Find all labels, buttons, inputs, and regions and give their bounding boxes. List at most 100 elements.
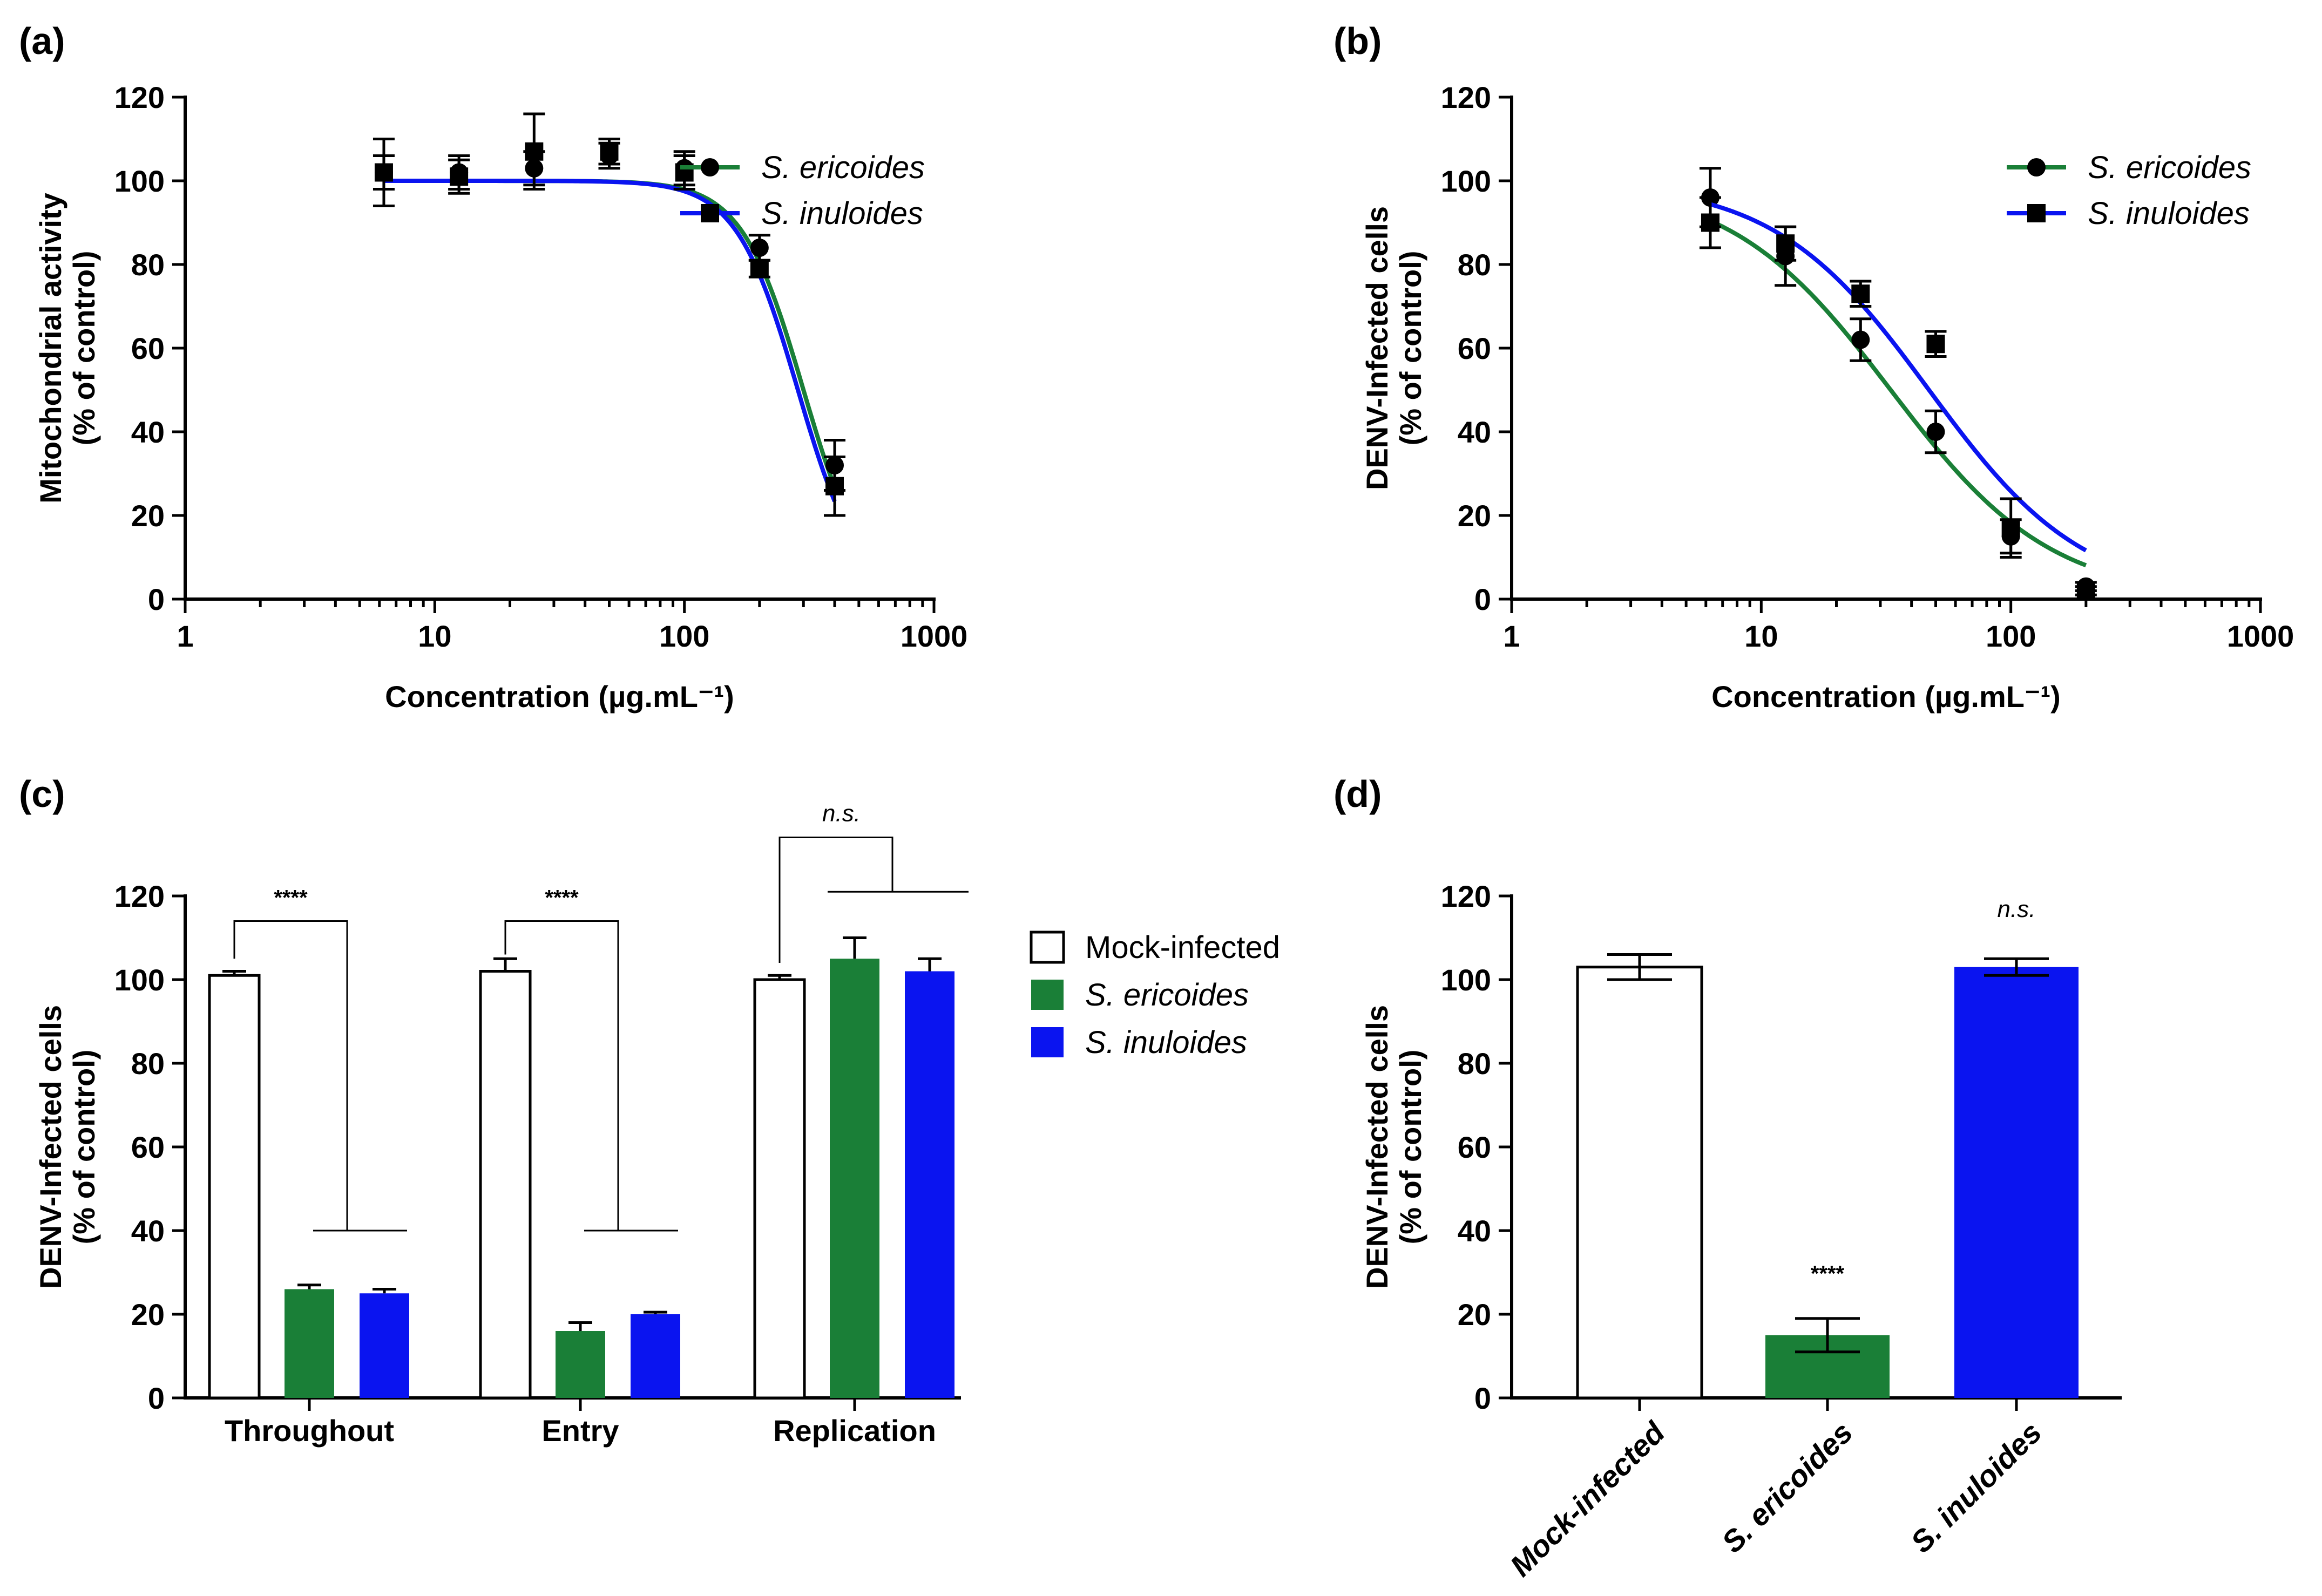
y-tick-label: 40 [1458,1214,1491,1248]
legend-marker [701,158,719,176]
bar [830,959,879,1398]
significance-label: **** [274,886,308,910]
series-mockinfected [208,957,806,1400]
legend-label: S. ericoides [1085,977,1249,1013]
data-point [2001,519,2020,538]
y-tick-label: 60 [1458,331,1491,365]
y-tick-label: 20 [1458,1298,1491,1332]
panel-label: (b) [1333,20,1382,62]
data-point [600,142,619,161]
data-point [1776,234,1795,253]
y-tick-label: 100 [114,164,165,198]
category-label: Throughout [225,1414,394,1448]
x-tick-label: 1 [177,619,193,653]
category-label: Replication [773,1414,936,1448]
legend-marker [2027,204,2046,222]
data-point [750,259,769,278]
series-sinuloides [373,112,846,517]
y-tick-label: 0 [148,1381,165,1415]
legend-swatch [1031,980,1064,1010]
bar [631,1314,680,1398]
bar [753,978,806,1400]
data-point [1926,335,1945,354]
data-point [450,167,469,186]
y-axis-title-unit: (% of control) [67,1050,101,1245]
y-tick-label: 40 [131,415,165,449]
legend-item: Mock-infected [1030,930,1280,965]
x-tick-label: 10 [1744,619,1778,653]
legend-item: S. inuloides [680,196,923,231]
legend-label: S. inuloides [2088,196,2250,231]
y-tick-label: 80 [1458,1047,1491,1081]
y-tick-label: 60 [1458,1130,1491,1164]
chart-panel-b: (b) 0 20 40 60 80 100 120 DENV-Infected cells (% … [1333,20,2294,714]
y-tick-label: 40 [1458,415,1491,449]
bracket [778,837,893,963]
legend: Mock-infected S. ericoides S. inuloides [1030,930,1280,1060]
y-tick-label: 100 [1441,963,1491,997]
y-axis-title: DENV-Infected cells [33,1005,67,1289]
data-point [1701,213,1720,232]
category-label: Entry [541,1414,619,1448]
y-axis-title: DENV-Infected cells [1360,1005,1394,1289]
data-point [750,239,769,257]
legend-label: S. inuloides [1085,1025,1247,1060]
x-tick-label: 10 [418,619,451,653]
bracket [233,920,348,1231]
legend-label: S. inuloides [761,196,923,231]
legend-item: S. ericoides [680,150,925,185]
y-tick-label: 120 [114,879,165,913]
y-tick-label: 80 [131,1047,165,1081]
y-tick-label: 20 [131,499,165,533]
legend-label: S. ericoides [2088,150,2251,185]
y-tick-label: 120 [114,80,165,114]
x-tick-label: 100 [659,619,709,653]
x-tick-label: 1 [1503,619,1520,653]
panel-label: (d) [1333,773,1382,815]
bar [905,971,954,1398]
legend-item: S. inuloides [2007,196,2250,231]
y-axis-title-unit: (% of control) [1393,1050,1427,1245]
series-sericoides [1699,167,2097,596]
y-tick-label: 60 [131,1130,165,1164]
y-axis-title: DENV-Infected cells [1360,206,1394,490]
data-point [1851,330,1870,349]
chart-panel-c: (c) 0 20 40 60 80 100 120 DENV-Infected cells (% … [19,773,1280,1448]
legend-swatch [1031,1027,1064,1057]
y-tick-label: 80 [131,248,165,282]
series-sericoides [285,936,879,1398]
data-point [825,477,844,495]
legend: S. ericoides S. inuloides [2007,150,2251,231]
legend-item: S. ericoides [1031,977,1249,1013]
bar [556,1331,605,1398]
legend-marker [2027,158,2046,176]
y-tick-label: 120 [1441,879,1491,913]
data-point [2076,581,2095,600]
significance-label: n.s. [1998,896,2036,922]
category-label: S. inuloides [1904,1415,2048,1559]
category-label: Mock-infected [1504,1415,1672,1583]
data-point [1926,423,1945,441]
y-tick-label: 0 [1474,582,1491,616]
bar [1954,967,2079,1398]
data-point [525,142,544,161]
bar [1576,966,1703,1400]
legend-marker [701,204,719,222]
y-tick-label: 20 [131,1298,165,1332]
y-tick-label: 20 [1458,499,1491,533]
y-tick-label: 0 [148,582,165,616]
series-sinuloides [360,957,954,1398]
data-point [374,163,393,182]
bar [360,1293,409,1398]
significance-label: **** [545,886,579,910]
category-label: S. ericoides [1715,1415,1859,1559]
panel-label: (a) [19,20,65,62]
y-tick-label: 120 [1441,80,1491,114]
x-tick-label: 100 [1986,619,2036,653]
bar [285,1289,334,1398]
x-tick-label: 1000 [2227,619,2294,653]
legend: S. ericoides S. inuloides [680,150,925,231]
chart-panel-a: (a) 0 20 40 60 80 100 120 Mitochondrial activity… [19,20,967,714]
significance-brackets: **** **** n.s. [233,800,969,1232]
